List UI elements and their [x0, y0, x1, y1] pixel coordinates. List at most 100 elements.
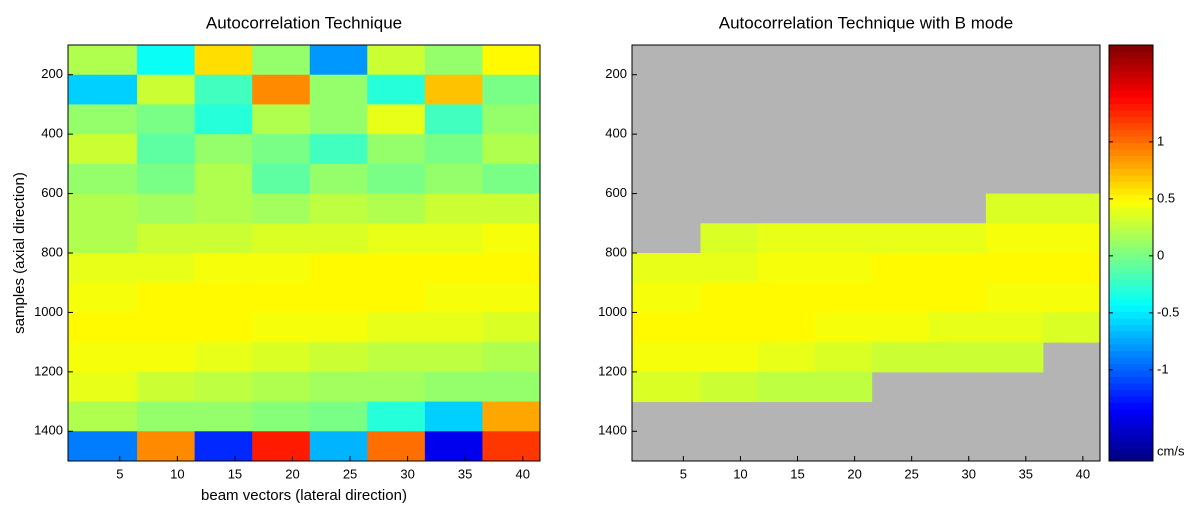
colorbar-swatch: [1109, 188, 1153, 195]
colorbar-swatch: [1109, 129, 1153, 137]
y-tick-label: 600: [41, 185, 63, 200]
x-tick-label: 15: [228, 466, 242, 481]
heat-cell: [424, 342, 483, 373]
heat-cell: [871, 253, 930, 284]
colorbar-swatch: [1109, 149, 1153, 156]
heat-cell: [194, 193, 253, 224]
colorbar-swatch: [1109, 201, 1153, 208]
x-tick-label: 25: [343, 466, 357, 481]
heat-cell: [252, 104, 311, 135]
heat-cell: [482, 401, 541, 432]
heat-cell: [700, 282, 759, 313]
colorbar-swatch: [1109, 162, 1153, 169]
heat-cell: [309, 282, 368, 313]
colorbar-swatch: [1109, 71, 1153, 78]
heat-cell: [367, 163, 426, 195]
heat-cell: [252, 74, 311, 105]
heat-cell: [424, 104, 483, 135]
heat-cell: [194, 253, 253, 284]
heat-cell: [194, 163, 253, 195]
heat-cell: [68, 74, 138, 105]
heat-cell: [194, 282, 253, 313]
colorbar-swatch: [1109, 155, 1153, 163]
heat-cell: [68, 312, 138, 343]
heat-cell: [814, 282, 873, 313]
colorbar-swatch: [1109, 383, 1153, 390]
colorbar-frame: [1108, 44, 1154, 462]
heat-cell: [928, 282, 987, 313]
x-tick-label: 15: [790, 466, 804, 481]
heat-cell: [871, 342, 930, 373]
heat-cell: [367, 401, 426, 432]
colorbar-tick-label: -1: [1157, 361, 1169, 376]
heat-cell: [137, 193, 196, 224]
heat-cell: [424, 134, 483, 165]
colorbar-swatch: [1109, 253, 1153, 260]
y-tick-label: 400: [605, 126, 627, 141]
heat-cell: [1042, 282, 1101, 313]
heat-cell: [137, 223, 196, 254]
heat-cell: [757, 371, 816, 403]
heat-cell: [482, 45, 541, 76]
colorbar-swatch: [1109, 357, 1153, 364]
x-tick-label: 5: [116, 466, 123, 481]
heat-cell: [68, 371, 138, 403]
heat-cell: [137, 282, 196, 313]
heat-cell: [68, 401, 138, 432]
heat-cell: [985, 282, 1044, 313]
heat-cell: [68, 104, 138, 135]
heat-cell: [814, 253, 873, 284]
colorbar-swatch: [1109, 142, 1153, 150]
colorbar-swatch: [1109, 428, 1153, 436]
heat-cell: [309, 371, 368, 403]
heat-cell: [424, 282, 483, 313]
heat-cell: [1042, 312, 1101, 343]
heat-cell: [1042, 223, 1101, 254]
heat-cell: [68, 193, 138, 224]
heat-cell: [309, 193, 368, 224]
colorbar-swatch: [1109, 285, 1153, 293]
heat-cell: [367, 253, 426, 284]
colorbar-swatch: [1109, 207, 1153, 215]
colorbar-swatch: [1109, 318, 1153, 325]
heat-cell: [928, 223, 987, 254]
heat-cell: [482, 342, 541, 373]
heat-cell: [814, 312, 873, 343]
x-tick-label: 10: [733, 466, 747, 481]
heat-cell: [757, 223, 816, 254]
heat-cell: [137, 163, 196, 195]
y-axis-label: samples (axial direction): [11, 172, 28, 334]
heat-cell: [928, 253, 987, 284]
heat-cell: [482, 223, 541, 254]
colorbar-swatch: [1109, 402, 1153, 410]
heat-cell: [1042, 253, 1101, 284]
heat-cell: [252, 431, 311, 462]
colorbar-swatch: [1109, 116, 1153, 124]
colorbar-tick-label: 0.5: [1157, 190, 1175, 205]
heat-cell: [309, 74, 368, 105]
colorbar-swatch: [1109, 220, 1153, 228]
heat-cell: [194, 342, 253, 373]
heat-cell: [194, 431, 253, 462]
heat-cell: [757, 282, 816, 313]
heat-cell: [424, 253, 483, 284]
heat-cell: [68, 282, 138, 313]
y-tick-label: 600: [605, 185, 627, 200]
heat-cell: [309, 431, 368, 462]
heat-cell: [309, 342, 368, 373]
heat-cell: [632, 342, 701, 373]
colorbar-swatch: [1109, 259, 1153, 267]
colorbar-swatch: [1109, 45, 1153, 52]
heat-cell: [137, 134, 196, 165]
x-tick-label: 20: [285, 466, 299, 481]
heat-cell: [700, 342, 759, 373]
heat-cell: [424, 431, 483, 462]
heat-cell: [482, 163, 541, 195]
colorbar-swatch: [1109, 84, 1153, 91]
heat-cell: [194, 74, 253, 105]
colorbar-swatch: [1109, 64, 1153, 72]
colorbar-swatch: [1109, 409, 1153, 416]
heat-cell: [367, 74, 426, 105]
colorbar-swatch: [1109, 441, 1153, 449]
colorbar-swatch: [1109, 233, 1153, 241]
